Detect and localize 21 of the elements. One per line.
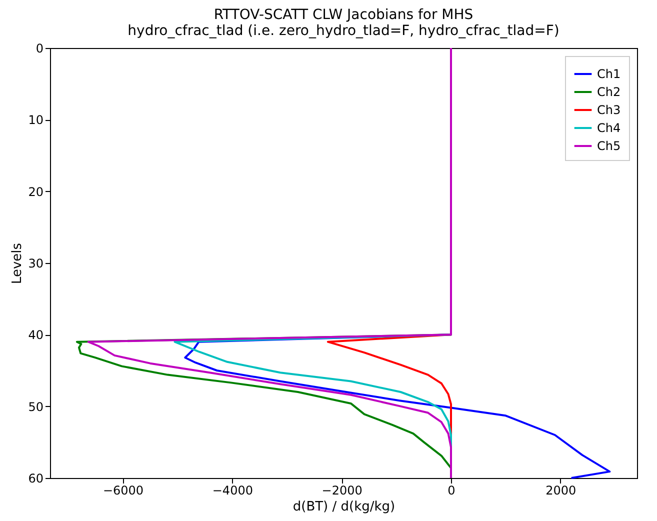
x-tick-label: −4000: [212, 484, 253, 498]
legend-label: Ch1: [597, 67, 621, 81]
x-tick-label: 0: [448, 484, 456, 498]
y-tick-label: 0: [36, 42, 44, 56]
y-tick-label: 20: [28, 184, 44, 199]
x-tick-label: −2000: [322, 484, 362, 498]
y-tick-label: 30: [28, 256, 44, 270]
y-tick-label: 10: [28, 113, 44, 128]
x-axis-title: d(BT) / d(kg/kg): [292, 500, 396, 514]
legend-label: Ch5: [597, 139, 621, 153]
legend-label: Ch4: [597, 121, 621, 135]
legend-label: Ch3: [597, 103, 621, 117]
chart-title: RTTOV-SCATT CLW Jacobians for MHS: [214, 7, 474, 23]
y-tick-label: 50: [28, 400, 44, 414]
chart-subtitle: hydro_cfrac_tlad (i.e. zero_hydro_tlad=F, hydro_cfrac_tlad=F): [128, 23, 560, 39]
y-tick-label: 40: [28, 328, 44, 342]
x-tick-label: 2000: [546, 484, 576, 498]
y-axis-title: Levels: [10, 242, 26, 284]
legend-label: Ch2: [597, 85, 621, 99]
x-tick-label: −6000: [102, 484, 144, 498]
y-tick-label: 60: [28, 472, 44, 486]
